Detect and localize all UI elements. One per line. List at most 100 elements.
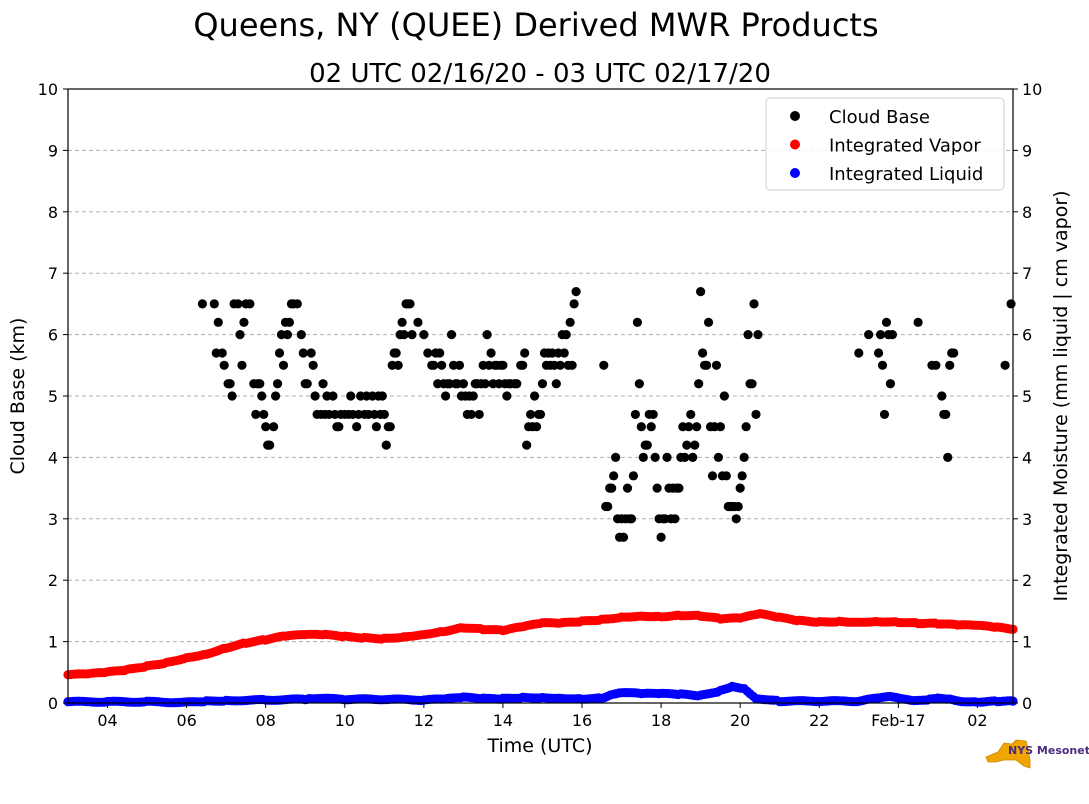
cloud-base-point xyxy=(371,422,382,432)
cloud-base-point xyxy=(308,360,318,370)
legend-label: Cloud Base xyxy=(829,107,930,128)
cloud-base-point xyxy=(864,330,874,340)
y-tick-label-left: 8 xyxy=(48,203,58,222)
y-tick-label-right: 7 xyxy=(1022,264,1032,283)
cloud-base-point xyxy=(751,409,761,420)
cloud-base-point xyxy=(381,440,391,450)
y-tick-label-right: 0 xyxy=(1022,694,1032,713)
cloud-base-point xyxy=(454,360,465,370)
cloud-base-point xyxy=(468,391,478,401)
cloud-base-point xyxy=(269,422,279,432)
y-tick-label-left: 5 xyxy=(48,387,58,406)
cloud-base-point xyxy=(480,379,490,389)
plot-series xyxy=(63,287,1018,708)
cloud-base-point xyxy=(713,452,724,462)
x-tick-label: 08 xyxy=(256,711,276,730)
cloud-base-point xyxy=(197,299,208,309)
cloud-base-point xyxy=(518,360,528,370)
y-tick-label-left: 0 xyxy=(48,694,58,713)
x-tick-label: 14 xyxy=(493,711,513,730)
cloud-base-point xyxy=(405,299,415,309)
cloud-base-point xyxy=(731,514,741,524)
x-tick-label: 02 xyxy=(967,711,987,730)
cloud-base-point xyxy=(502,391,512,401)
cloud-base-point xyxy=(741,422,751,432)
cloud-base-point xyxy=(227,391,237,401)
cloud-base-point xyxy=(474,409,484,420)
series-integrated-vapor xyxy=(63,608,1018,680)
cloud-base-point xyxy=(634,379,644,389)
cloud-base-point xyxy=(747,379,757,389)
cloud-base-point xyxy=(873,348,884,358)
cloud-base-point xyxy=(690,440,700,450)
legend: Cloud Base Integrated Vapor Integrated Liq… xyxy=(765,97,1005,191)
cloud-base-point xyxy=(913,317,923,327)
cloud-base-point xyxy=(302,379,312,389)
cloud-base-point xyxy=(245,299,255,309)
cloud-base-point xyxy=(437,360,447,370)
y-tick-label-right: 3 xyxy=(1022,510,1032,529)
cloud-base-point xyxy=(399,330,409,340)
y-tick-label-right: 4 xyxy=(1022,448,1032,467)
y-tick-label-left: 3 xyxy=(48,510,58,529)
cloud-base-point xyxy=(318,379,328,389)
cloud-base-point xyxy=(711,360,722,370)
y-axis-label-right: Integrated Moisture (mm liquid | cm vapo… xyxy=(1050,190,1072,601)
cloud-base-point xyxy=(213,317,223,327)
cloud-base-point xyxy=(569,299,579,309)
y-tick-label-right: 10 xyxy=(1022,80,1042,99)
y-tick-label-left: 7 xyxy=(48,264,58,283)
chart-title: Queens, NY (QUEE) Derived MWR Products xyxy=(193,6,878,44)
cloud-base-point xyxy=(429,360,439,370)
cloud-base-point xyxy=(346,391,356,401)
cloud-base-point xyxy=(609,471,619,481)
cloud-base-point xyxy=(512,379,522,389)
cloud-base-point xyxy=(638,452,648,462)
cloud-base-point xyxy=(648,409,658,420)
x-tick-label: 22 xyxy=(809,711,829,730)
x-tick-label: 16 xyxy=(572,711,592,730)
cloud-base-point xyxy=(537,379,548,389)
legend-label: Integrated Liquid xyxy=(829,164,983,185)
y-tick-label-left: 2 xyxy=(48,571,58,590)
cloud-base-point xyxy=(674,483,684,493)
legend-label: Integrated Vapor xyxy=(829,136,981,157)
cloud-base-point xyxy=(630,409,640,420)
x-axis-label: Time (UTC) xyxy=(486,735,592,757)
cloud-base-point xyxy=(310,391,320,401)
cloud-base-point xyxy=(237,360,247,370)
y-tick-label-right: 8 xyxy=(1022,203,1032,222)
cloud-base-point xyxy=(257,391,267,401)
y-tick-label-right: 5 xyxy=(1022,387,1032,406)
cloud-base-point xyxy=(603,501,613,512)
cloud-base-point xyxy=(688,452,698,462)
cloud-base-point xyxy=(719,391,729,401)
cloud-base-point xyxy=(611,452,621,462)
y-tick-label-left: 10 xyxy=(38,80,58,99)
cloud-base-point xyxy=(680,452,690,462)
cloud-base-point xyxy=(531,422,542,432)
legend-marker xyxy=(790,139,800,150)
cloud-base-point xyxy=(698,348,708,358)
cloud-base-point xyxy=(209,299,219,309)
cloud-base-point xyxy=(482,330,492,340)
nys-mesonet-logo: NYS Mesonet xyxy=(985,739,1089,769)
cloud-base-point xyxy=(272,379,283,389)
cloud-base-point xyxy=(419,330,429,340)
cloud-base-point xyxy=(284,317,295,327)
cloud-base-point xyxy=(941,409,951,420)
cloud-base-point xyxy=(684,422,694,432)
cloud-base-point xyxy=(261,422,271,432)
cloud-base-point xyxy=(334,422,344,432)
cloud-base-point xyxy=(270,391,281,401)
cloud-base-point xyxy=(282,330,293,340)
grid-lines xyxy=(68,149,1013,643)
cloud-base-point xyxy=(628,471,639,481)
cloud-base-point xyxy=(618,532,629,542)
cloud-base-point xyxy=(561,330,571,340)
cloud-base-point xyxy=(875,330,886,340)
cloud-base-point xyxy=(943,452,953,462)
cloud-base-point xyxy=(737,471,747,481)
cloud-base-point xyxy=(632,317,642,327)
cloud-base-point xyxy=(413,317,423,327)
